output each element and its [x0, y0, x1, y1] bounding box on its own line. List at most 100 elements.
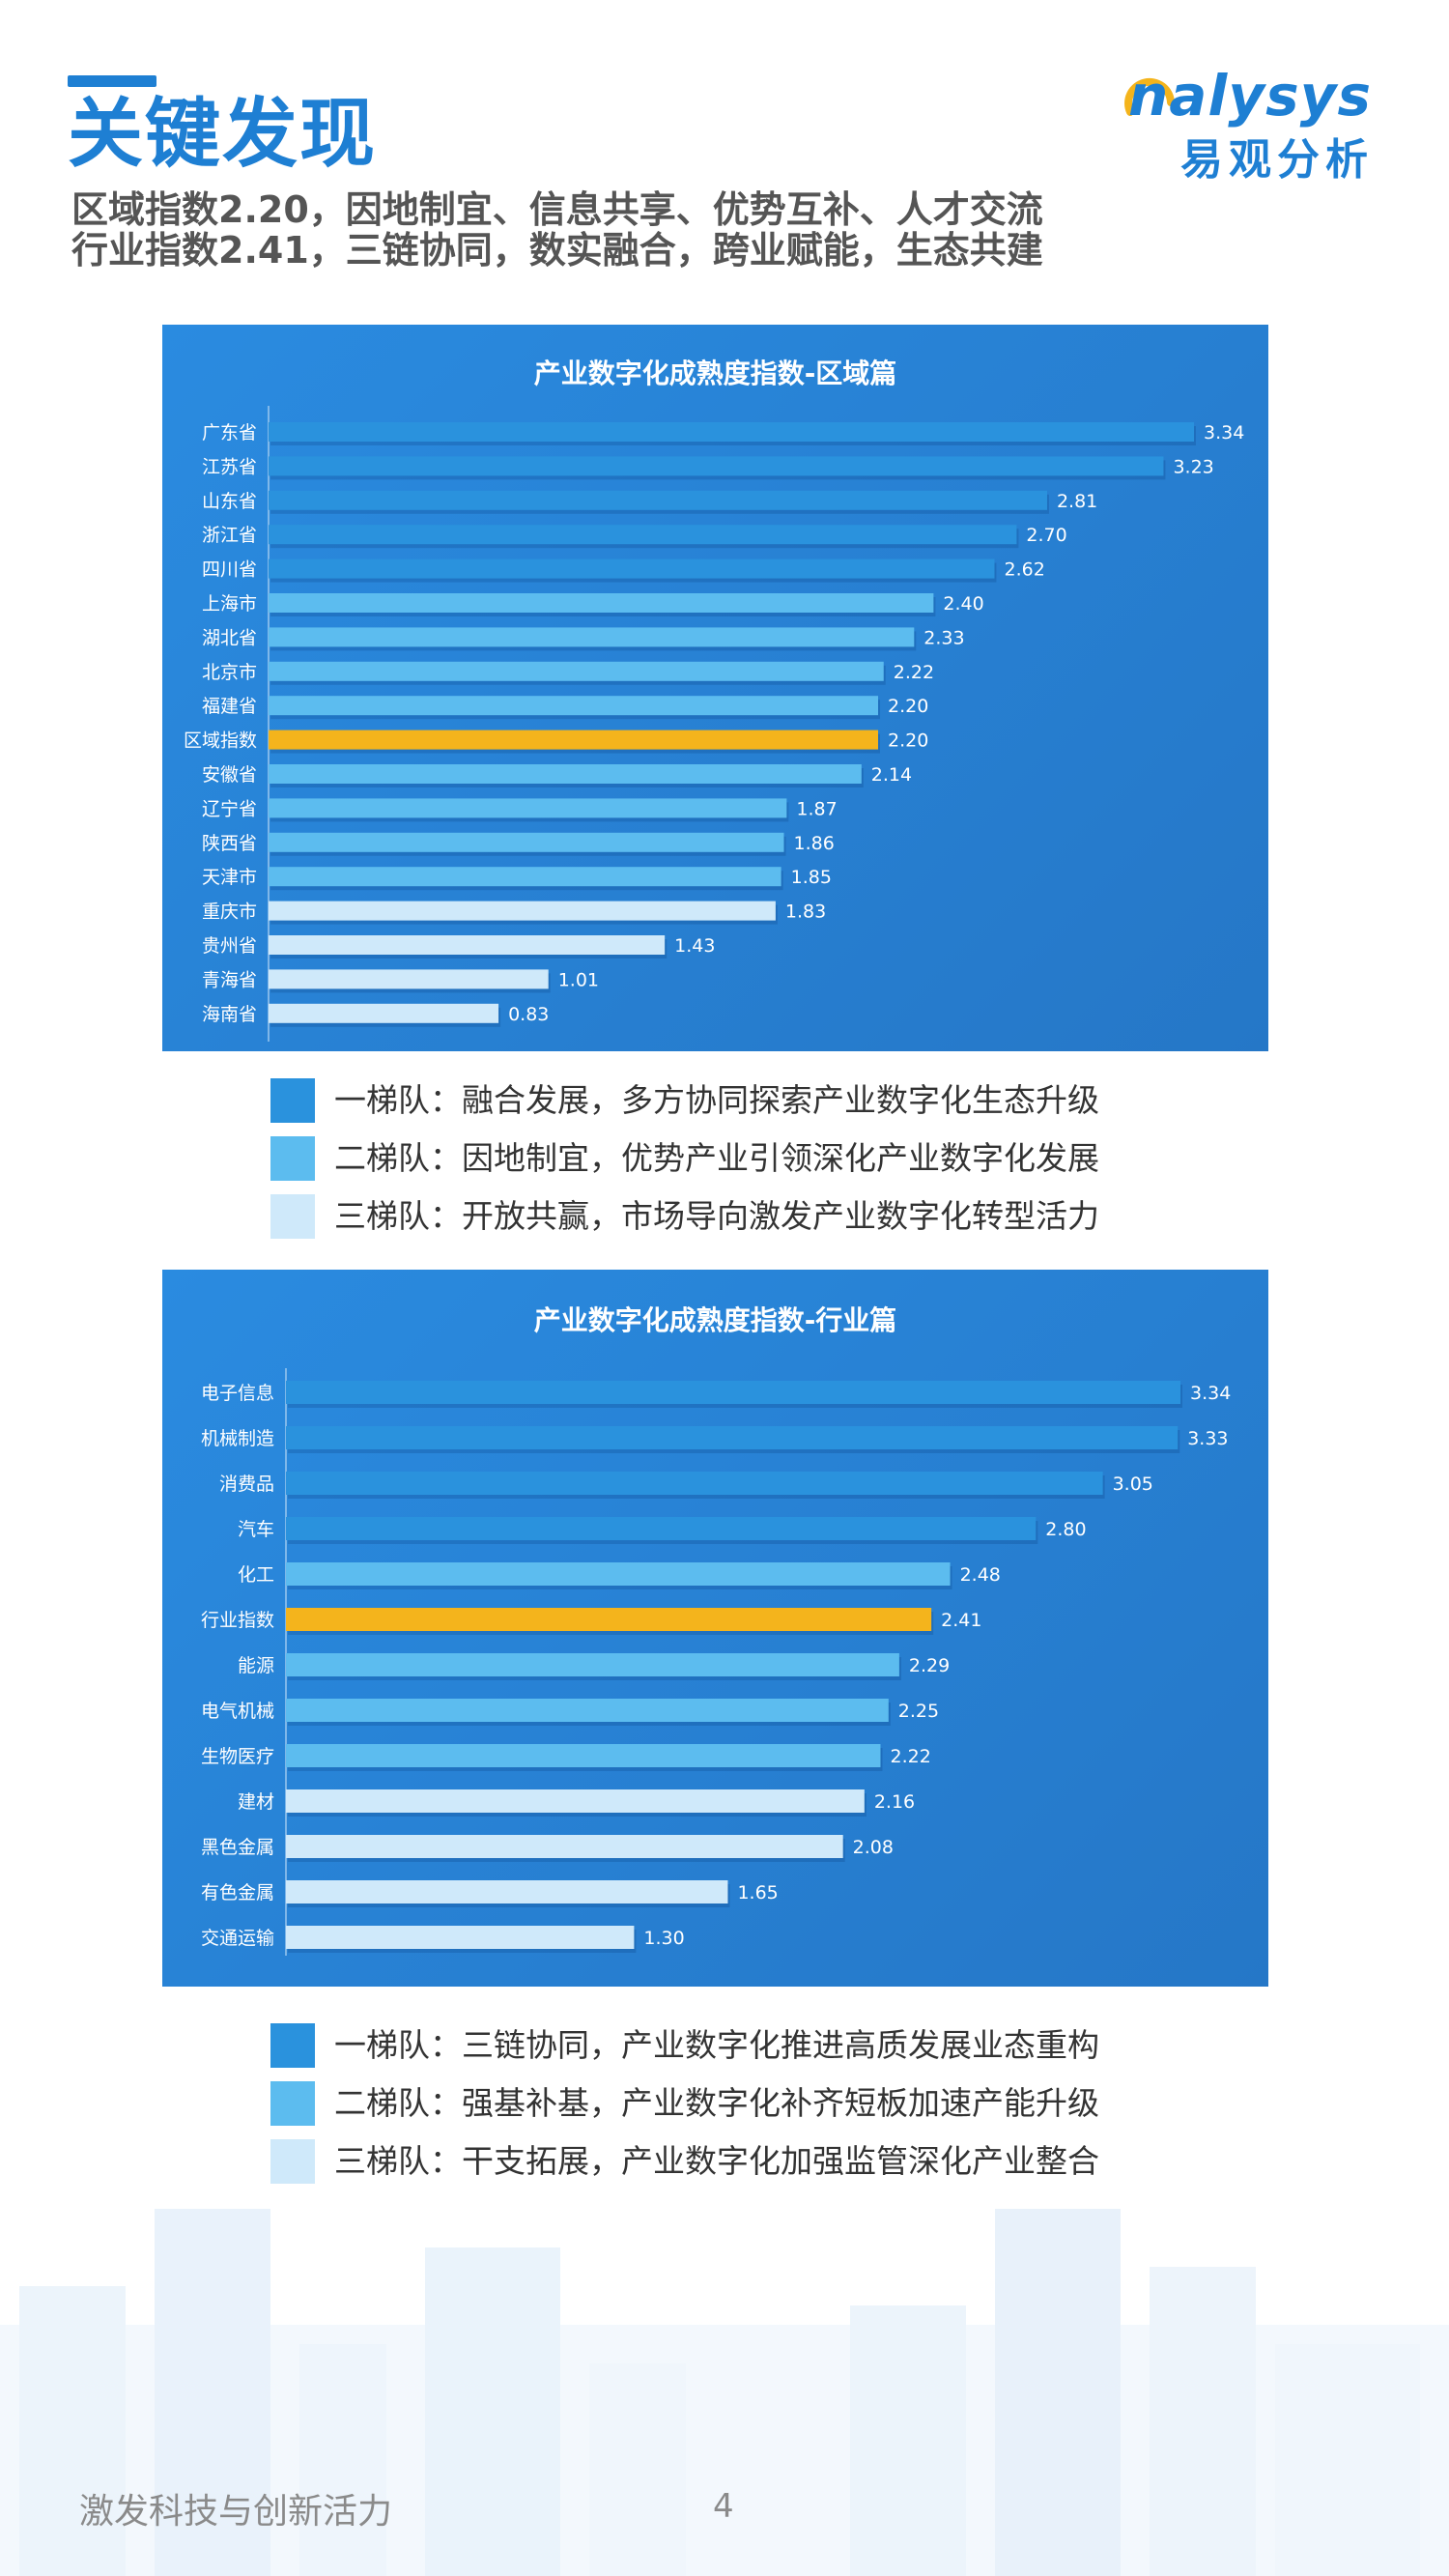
page-number: 4 — [713, 2487, 734, 2526]
category-label: 行业指数 — [201, 1610, 274, 1631]
footer-tagline: 激发科技与创新活力 — [79, 2492, 393, 2532]
subtitle-region: 区域指数2.20，因地制宜、信息共享、优势互补、人才交流 — [71, 188, 1043, 231]
analysys-logo-icon — [1124, 77, 1175, 116]
logo-english: nalysys — [1128, 63, 1372, 129]
bar — [269, 558, 995, 579]
category-label: 汽车 — [238, 1519, 274, 1540]
category-label: 上海市 — [202, 593, 257, 615]
category-label: 浙江省 — [202, 525, 257, 546]
value-label: 3.33 — [1187, 1428, 1228, 1449]
category-label: 有色金属 — [201, 1882, 274, 1903]
legend-label: 二梯队：强基补基，产业数字化补齐短板加速产能升级 — [334, 2084, 1099, 2122]
bar — [286, 1789, 865, 1813]
title-accent-bar — [68, 75, 156, 87]
value-label: 1.01 — [558, 969, 599, 990]
bar — [269, 593, 934, 613]
value-label: 1.83 — [785, 902, 826, 923]
bar — [269, 901, 776, 921]
bar — [269, 422, 1194, 442]
value-label: 1.30 — [643, 1928, 684, 1949]
tier3-swatch — [270, 1194, 315, 1239]
category-label: 重庆市 — [202, 902, 257, 923]
category-label: 四川省 — [202, 559, 257, 581]
value-label: 1.65 — [737, 1882, 778, 1903]
legend-label: 二梯队：因地制宜，优势产业引领深化产业数字化发展 — [334, 1139, 1099, 1177]
category-label: 机械制造 — [201, 1428, 274, 1449]
category-label: 生物医疗 — [201, 1746, 274, 1767]
category-label: 海南省 — [202, 1004, 257, 1025]
city-skyline-background — [0, 2209, 1449, 2576]
bar — [269, 935, 666, 955]
bar — [286, 1926, 635, 1949]
value-label: 2.08 — [853, 1837, 894, 1858]
bar — [286, 1381, 1180, 1404]
bar — [269, 764, 862, 784]
legend-label: 三梯队：干支拓展，产业数字化加强监管深化产业整合 — [334, 2142, 1099, 2180]
category-label: 陕西省 — [202, 833, 257, 854]
page-title: 关键发现 — [68, 91, 378, 178]
category-label: 福建省 — [202, 696, 257, 717]
category-label: 区域指数 — [184, 730, 257, 752]
value-label: 2.62 — [1004, 559, 1044, 581]
region-chart-panel: 产业数字化成熟度指数-区域篇 广东省 3.34 江苏省 3.23 山东省 2.81 浙江省 2.… — [162, 325, 1268, 1051]
bar — [286, 1608, 932, 1631]
tier1-swatch — [270, 2023, 315, 2068]
category-label: 北京市 — [202, 662, 257, 683]
value-label: 3.23 — [1173, 456, 1213, 477]
value-label: 2.70 — [1026, 525, 1066, 546]
chart-title: 产业数字化成熟度指数-区域篇 — [534, 358, 897, 389]
legend-label: 一梯队：融合发展，多方协同探索产业数字化生态升级 — [334, 1081, 1099, 1119]
value-label: 2.81 — [1057, 491, 1097, 512]
category-label: 辽宁省 — [202, 798, 257, 819]
bar — [286, 1517, 1037, 1540]
category-label: 贵州省 — [202, 935, 257, 957]
value-label: 2.40 — [943, 593, 983, 615]
category-label: 电子信息 — [201, 1383, 274, 1404]
value-label: 2.80 — [1045, 1519, 1086, 1540]
bar — [269, 456, 1164, 476]
value-label: 3.34 — [1190, 1383, 1231, 1404]
tier1-swatch — [270, 1078, 315, 1123]
bar — [286, 1426, 1179, 1449]
category-label: 安徽省 — [202, 764, 257, 786]
legend-label: 一梯队：三链协同，产业数字化推进高质发展业态重构 — [334, 2026, 1099, 2064]
bar — [286, 1699, 889, 1722]
value-label: 0.83 — [508, 1004, 549, 1025]
value-label: 2.41 — [941, 1610, 981, 1631]
bar — [286, 1653, 899, 1676]
value-label: 1.85 — [791, 867, 832, 888]
category-label: 湖北省 — [202, 627, 257, 648]
bar — [269, 627, 915, 647]
tier3-swatch — [270, 2139, 315, 2184]
bar — [269, 969, 549, 989]
category-label: 黑色金属 — [201, 1837, 274, 1858]
bar — [269, 798, 787, 818]
tier2-swatch — [270, 2081, 315, 2126]
category-label: 化工 — [238, 1564, 274, 1586]
bar — [269, 696, 879, 716]
value-label: 2.14 — [871, 764, 912, 786]
bar — [286, 1472, 1103, 1495]
value-label: 2.29 — [909, 1655, 950, 1676]
logo-chinese: 易观分析 — [1180, 135, 1374, 185]
bar — [269, 867, 781, 887]
category-label: 天津市 — [202, 867, 257, 888]
bar — [269, 832, 784, 852]
value-label: 2.33 — [923, 627, 964, 648]
value-label: 2.48 — [960, 1564, 1001, 1586]
subtitle-industry: 行业指数2.41，三链协同，数实融合，跨业赋能，生态共建 — [71, 229, 1043, 272]
bar — [286, 1835, 843, 1858]
value-label: 2.22 — [894, 662, 934, 683]
legend-label: 三梯队：开放共赢，市场导向激发产业数字化转型活力 — [334, 1197, 1099, 1235]
bar — [269, 730, 879, 750]
category-label: 电气机械 — [201, 1701, 274, 1722]
bar — [286, 1880, 728, 1903]
category-label: 消费品 — [219, 1474, 274, 1495]
value-label: 2.20 — [888, 696, 928, 717]
bar — [286, 1744, 881, 1767]
category-label: 山东省 — [202, 491, 257, 512]
value-label: 1.43 — [674, 935, 715, 957]
value-label: 3.05 — [1113, 1474, 1153, 1495]
bar — [269, 490, 1047, 510]
